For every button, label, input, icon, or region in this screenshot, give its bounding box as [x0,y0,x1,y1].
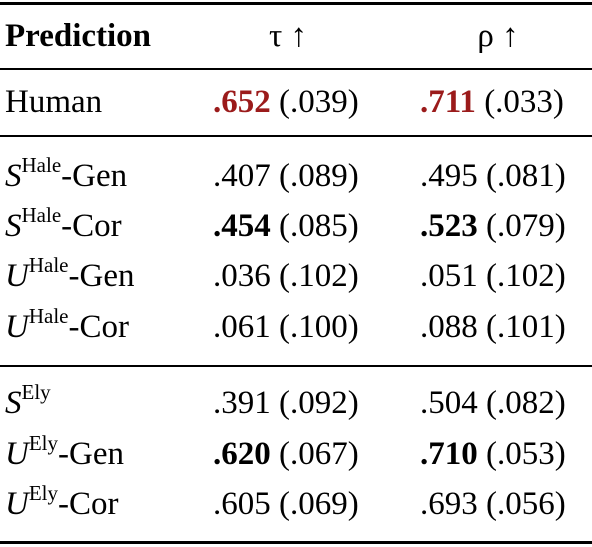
rho-cell: .710 (.053) [420,431,566,477]
label-suffix: -Cor [68,309,130,345]
section-rule-1 [0,135,592,137]
tau-cell: .652 (.039) [213,79,359,125]
row-label: SEly [5,380,51,426]
row-label: SHale-Cor [5,203,122,249]
rho-cell: .051 (.102) [420,253,566,299]
label-superscript: Ely [21,380,51,404]
header-prediction: Prediction [5,18,152,54]
label-base: U [5,486,29,522]
metric-value: .620 [213,436,271,472]
label-base: U [5,436,29,472]
label-suffix: -Cor [58,486,119,522]
header-row: Prediction τ ↑ ρ ↑ [0,13,592,59]
metric-stderr: (.039) [270,84,359,120]
table-row: UEly-Cor .605 (.069) .693 (.056) [0,481,592,527]
table-row: SHale-Gen .407 (.089) .495 (.081) [0,153,592,199]
metric-value: .495 [420,158,478,194]
metric-value: .088 [420,309,478,345]
tau-cell: .391 (.092) [213,380,359,426]
metric-value: .605 [213,486,271,522]
row-label: UHale-Gen [5,253,134,299]
metric-stderr: (.053) [477,436,566,472]
table-row: Human .652 (.039) .711 (.033) [0,79,592,125]
metric-stderr: (.079) [477,208,566,244]
row-label: UHale-Cor [5,304,129,350]
rho-cell: .523 (.079) [420,203,566,249]
label-suffix: -Gen [58,436,124,472]
label-superscript: Hale [28,253,69,277]
top-rule [0,2,592,5]
metric-value: .407 [213,158,271,194]
metric-stderr: (.101) [477,309,566,345]
label-suffix: -Gen [68,258,135,294]
label-superscript: Ely [28,481,59,505]
label-base: S [5,385,22,421]
tau-cell: .061 (.100) [213,304,359,350]
metric-value: .454 [213,208,271,244]
table-row: UHale-Gen .036 (.102) .051 (.102) [0,253,592,299]
metric-stderr: (.102) [270,258,359,294]
header-tau: τ ↑ [268,18,307,54]
tau-cell: .036 (.102) [213,253,359,299]
rho-cell: .693 (.056) [420,481,566,527]
section-rule-2 [0,365,592,367]
metric-stderr: (.089) [270,158,359,194]
label-base: Human [5,84,103,120]
table-row: SHale-Cor .454 (.085) .523 (.079) [0,203,592,249]
rho-cell: .495 (.081) [420,153,566,199]
row-label: SHale-Gen [5,153,127,199]
label-superscript: Ely [28,431,59,455]
rho-cell: .711 (.033) [420,79,564,125]
tau-cell: .605 (.069) [213,481,359,527]
header-rho: ρ ↑ [477,18,519,54]
label-superscript: Hale [21,203,62,227]
metric-value: .710 [420,436,478,472]
label-superscript: Hale [28,304,69,328]
metric-value: .652 [213,84,271,120]
label-superscript: Hale [21,153,62,177]
table-row: SEly .391 (.092) .504 (.082) [0,380,592,426]
label-base: U [5,258,29,294]
metric-value: .504 [420,385,478,421]
tau-cell: .620 (.067) [213,431,359,477]
metric-stderr: (.056) [477,486,566,522]
rho-cell: .088 (.101) [420,304,566,350]
label-suffix: -Gen [61,158,128,194]
metric-value: .391 [213,385,271,421]
tau-cell: .454 (.085) [213,203,359,249]
metric-stderr: (.033) [475,84,564,120]
label-base: S [5,158,22,194]
metric-stderr: (.092) [270,385,359,421]
bottom-rule [0,541,592,544]
metric-value: .523 [420,208,478,244]
metric-value: .693 [420,486,478,522]
row-label: UEly-Cor [5,481,119,527]
label-suffix: -Cor [61,208,122,244]
label-base: S [5,208,22,244]
row-label: Human [5,79,102,125]
metric-value: .711 [420,84,476,120]
label-base: U [5,309,29,345]
metric-stderr: (.102) [477,258,566,294]
metric-stderr: (.085) [270,208,359,244]
metric-stderr: (.069) [270,486,359,522]
metric-stderr: (.082) [477,385,566,421]
tau-cell: .407 (.089) [213,153,359,199]
table-row: UEly-Gen .620 (.067) .710 (.053) [0,431,592,477]
metric-stderr: (.067) [270,436,359,472]
row-label: UEly-Gen [5,431,124,477]
table-row: UHale-Cor .061 (.100) .088 (.101) [0,304,592,350]
metric-value: .061 [213,309,271,345]
metric-value: .051 [420,258,478,294]
metric-stderr: (.081) [477,158,566,194]
header-rule [0,68,592,70]
rho-cell: .504 (.082) [420,380,566,426]
metric-stderr: (.100) [270,309,359,345]
metric-value: .036 [213,258,271,294]
